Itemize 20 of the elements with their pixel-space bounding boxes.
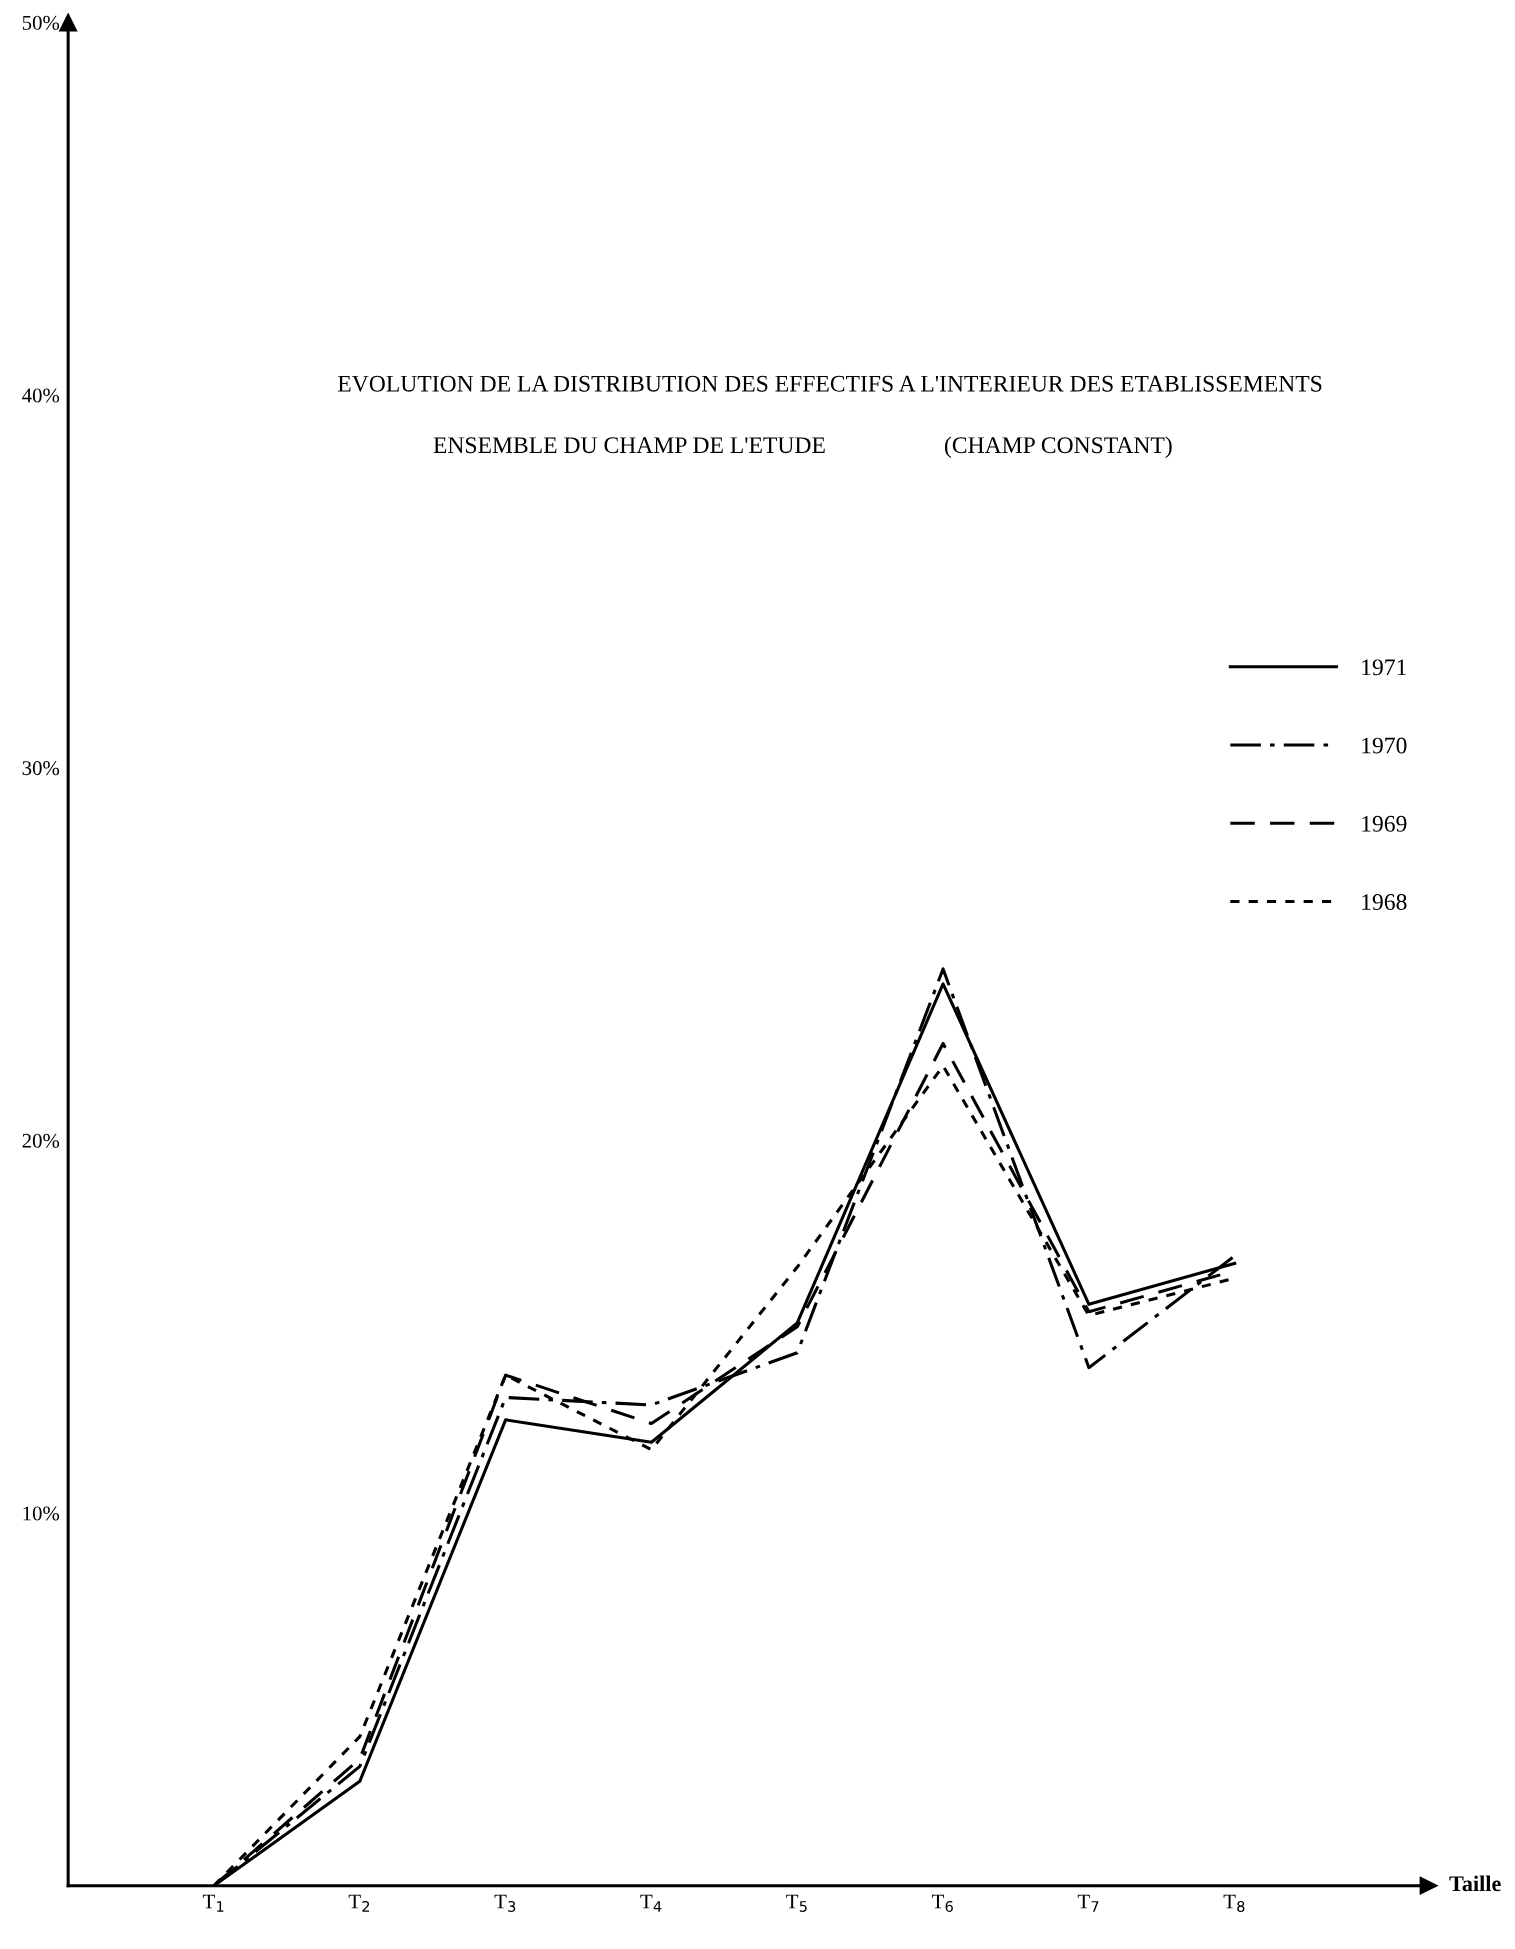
- x-tick-label: T$_{1}$: [202, 1894, 224, 1912]
- y-tick-label: 40%: [22, 388, 60, 403]
- x-tick-label: T$_{6}$: [931, 1894, 953, 1912]
- x-tick-label: T$_{8}$: [1223, 1894, 1245, 1912]
- legend-label: 1971: [1362, 659, 1406, 676]
- x-tick-label: T$_{2}$: [348, 1894, 370, 1912]
- legend-label: 1970: [1362, 737, 1407, 754]
- y-tick-label: 50%: [22, 15, 60, 30]
- y-tick-label: 20%: [22, 1133, 60, 1148]
- x-tick-label: T$_{5}$: [786, 1894, 807, 1912]
- legend-label: 1969: [1362, 815, 1407, 832]
- text: ENSEMBLE DU CHAMP DE L'ETUDE (CHAMP CONSTANT): [433, 436, 1172, 458]
- y-tick-label: 30%: [22, 761, 60, 776]
- x-axis-title: Taille: [1449, 1875, 1501, 1892]
- x-tick-label: T$_{7}$: [1077, 1894, 1099, 1912]
- y-tick-label: 10%: [23, 1506, 60, 1521]
- x-tick-label: T$_{3}$: [494, 1894, 516, 1912]
- text: EVOLUTION DE LA DISTRIBUTION DES EFFECTIFS A L'INTERIEUR DES ETABLISSEMENTS: [337, 375, 1322, 392]
- legend-label: 1968: [1362, 894, 1407, 910]
- x-tick-label: T$_{4}$: [640, 1894, 662, 1912]
